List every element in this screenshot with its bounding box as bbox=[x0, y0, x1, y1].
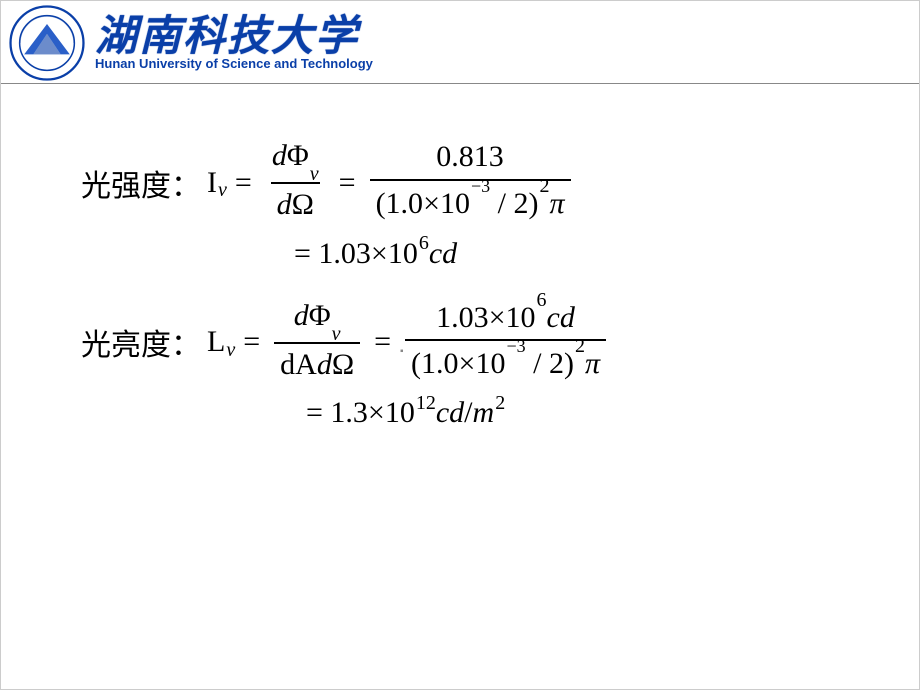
d-symbol: d bbox=[272, 139, 287, 172]
result-prefix: = 1.03 bbox=[294, 237, 371, 271]
times-icon: × bbox=[489, 301, 506, 334]
times-icon: × bbox=[423, 187, 440, 220]
pi-symbol: π bbox=[549, 187, 564, 220]
equation-2: 光亮度： Lv = dΦv dAdΩ = bbox=[81, 299, 859, 431]
result-prefix: = 1.3 bbox=[306, 396, 368, 430]
eq1-frac1: dΦv dΩ bbox=[266, 139, 325, 227]
ten: 10 bbox=[388, 237, 418, 271]
phi-symbol: Φ bbox=[309, 299, 331, 332]
times-icon: × bbox=[368, 396, 385, 430]
omega-symbol: Ω bbox=[292, 188, 314, 221]
unit-m: m bbox=[473, 396, 495, 430]
ten: 10 bbox=[385, 396, 415, 430]
phi-sub: v bbox=[310, 163, 319, 185]
eq2-line1: 光亮度： Lv = dΦv dAdΩ = bbox=[81, 299, 859, 387]
eq1-math: Iv = dΦv dΩ = 0.813 (1.0×10− bbox=[207, 139, 577, 227]
squared: 2 bbox=[539, 175, 549, 197]
equals-icon: = bbox=[374, 325, 391, 359]
unit-cd: cd bbox=[436, 396, 464, 430]
content-area: 光强度： Iv = dΦv dΩ = 0.813 bbox=[1, 84, 919, 430]
ten: 10 bbox=[506, 301, 536, 334]
eq2-label: 光亮度： bbox=[81, 320, 201, 364]
eq1-lhs-sym: I bbox=[207, 166, 217, 200]
exp12: 12 bbox=[416, 392, 436, 415]
equals-icon: = bbox=[243, 325, 260, 359]
phi-sub: v bbox=[332, 323, 341, 345]
eq1-rhs-num: 0.813 bbox=[430, 140, 510, 179]
eq1-label: 光强度： bbox=[81, 161, 201, 205]
unit-cd: cd bbox=[429, 237, 457, 271]
squared: 2 bbox=[575, 335, 585, 357]
university-name-cn: 湖南科技大学 bbox=[95, 15, 373, 59]
open-paren: (1.0 bbox=[376, 187, 424, 220]
equation-1: 光强度： Iv = dΦv dΩ = 0.813 bbox=[81, 139, 859, 271]
slash: / bbox=[464, 396, 472, 430]
dA-symbol: dA bbox=[280, 348, 317, 381]
eq2-result: = 1.3×1012cd / m2 bbox=[306, 396, 505, 430]
eq1-frac2: 0.813 (1.0×10−3 / 2)2π bbox=[370, 140, 571, 225]
ten: 10 bbox=[475, 347, 505, 380]
exp6: 6 bbox=[419, 232, 429, 255]
ten: 10 bbox=[440, 187, 470, 220]
eq2-lhs-sub: v bbox=[226, 339, 235, 362]
omega-symbol: Ω bbox=[332, 348, 354, 381]
eq2-lhs-sym: L bbox=[207, 325, 225, 359]
university-name-block: 湖南科技大学 Hunan University of Science and T… bbox=[95, 15, 373, 71]
times-icon: × bbox=[459, 347, 476, 380]
exp-neg3: −3 bbox=[506, 336, 525, 356]
m-squared: 2 bbox=[495, 392, 505, 415]
eq1-lhs-sub: v bbox=[218, 179, 227, 202]
center-dot-icon: ▪ bbox=[400, 346, 404, 357]
equals-icon: = bbox=[339, 166, 356, 200]
exp-neg3: −3 bbox=[471, 176, 490, 196]
open-paren: (1.0 bbox=[411, 347, 459, 380]
equals-icon: = bbox=[235, 166, 252, 200]
phi-symbol: Φ bbox=[287, 139, 309, 172]
eq1-result: = 1.03×106cd bbox=[294, 237, 457, 271]
unit-cd: cd bbox=[547, 301, 575, 334]
header: 湖南科技大学 Hunan University of Science and T… bbox=[1, 1, 919, 84]
d-symbol: d bbox=[317, 348, 332, 381]
div2-close: / 2) bbox=[526, 347, 574, 380]
eq2-frac1: dΦv dAdΩ bbox=[274, 299, 360, 387]
university-logo-icon bbox=[9, 5, 85, 81]
d-symbol: d bbox=[294, 299, 309, 332]
num-prefix: 1.03 bbox=[436, 301, 489, 334]
slide: 湖南科技大学 Hunan University of Science and T… bbox=[0, 0, 920, 690]
d-symbol: d bbox=[277, 188, 292, 221]
eq2-line2: = 1.3×1012cd / m2 bbox=[306, 396, 859, 430]
eq2-math: Lv = dΦv dAdΩ = 1.03×106cd bbox=[207, 299, 612, 387]
exp6: 6 bbox=[537, 289, 547, 311]
eq2-frac2: 1.03×106cd (1.0×10−3 / 2)2π bbox=[405, 299, 606, 386]
university-name-en: Hunan University of Science and Technolo… bbox=[95, 57, 373, 71]
eq1-line2: = 1.03×106cd bbox=[294, 237, 859, 271]
div2-close: / 2) bbox=[490, 187, 538, 220]
eq1-line1: 光强度： Iv = dΦv dΩ = 0.813 bbox=[81, 139, 859, 227]
pi-symbol: π bbox=[585, 347, 600, 380]
times-icon: × bbox=[371, 237, 388, 271]
